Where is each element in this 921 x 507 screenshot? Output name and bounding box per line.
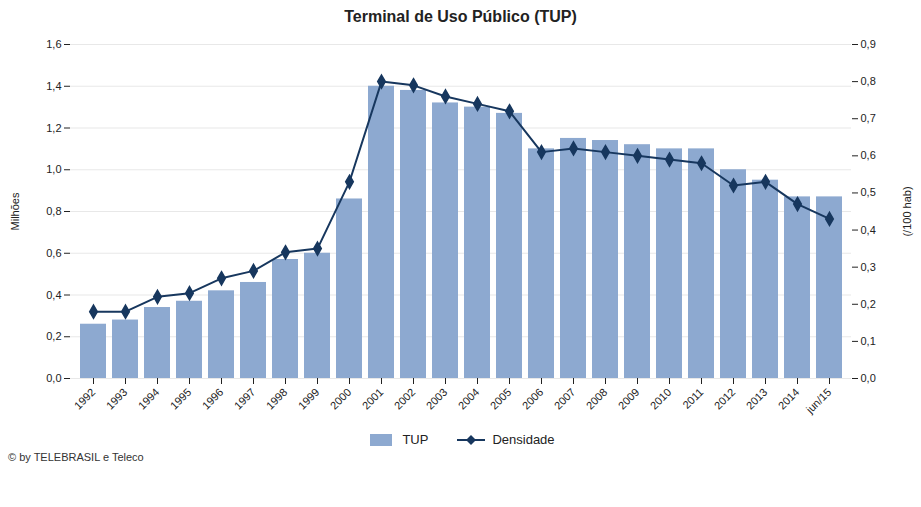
svg-text:0,6: 0,6: [46, 247, 61, 259]
svg-text:0,2: 0,2: [46, 330, 61, 342]
svg-text:2012: 2012: [712, 386, 738, 412]
svg-text:0,2: 0,2: [861, 298, 876, 310]
svg-text:0,8: 0,8: [46, 205, 61, 217]
svg-text:1,4: 1,4: [46, 80, 61, 92]
svg-text:2005: 2005: [488, 386, 514, 412]
html-text:Terminal de Uso Público (TUP): Terminal de Uso Público (TUP): [344, 8, 577, 25]
svg-text:(/100 hab): (/100 hab): [901, 186, 913, 236]
svg-text:2003: 2003: [424, 386, 450, 412]
svg-text:1998: 1998: [264, 386, 290, 412]
svg-text:0,5: 0,5: [861, 186, 876, 198]
svg-text:0,0: 0,0: [861, 372, 876, 384]
svg-text:2011: 2011: [680, 386, 705, 411]
svg-text:1993: 1993: [104, 386, 130, 412]
svg-text:1995: 1995: [168, 386, 194, 412]
svg-text:2013: 2013: [744, 386, 770, 412]
svg-text:2004: 2004: [456, 386, 482, 412]
svg-text:0,0: 0,0: [46, 372, 61, 384]
svg-text:0,3: 0,3: [861, 261, 876, 273]
svg-text:0,6: 0,6: [861, 149, 876, 161]
svg-text:0,1: 0,1: [861, 335, 876, 347]
svg-text:2007: 2007: [552, 386, 578, 412]
svg-text:2000: 2000: [328, 386, 354, 412]
svg-text:1999: 1999: [296, 386, 322, 412]
svg-text:1,2: 1,2: [46, 122, 61, 134]
svg-text:2010: 2010: [648, 386, 674, 412]
html-text:© by TELEBRASIL e Teleco: © by TELEBRASIL e Teleco: [8, 451, 144, 463]
svg-text:0,8: 0,8: [861, 75, 876, 87]
svg-text:2002: 2002: [392, 386, 418, 412]
svg-text:2014: 2014: [776, 386, 802, 412]
svg-text:1996: 1996: [200, 386, 226, 412]
svg-text:2006: 2006: [520, 386, 546, 412]
html-text:Densidade: Densidade: [492, 432, 555, 447]
svg-text:1,6: 1,6: [46, 38, 61, 50]
svg-text:0,4: 0,4: [46, 289, 61, 301]
svg-text:1997: 1997: [232, 386, 258, 412]
svg-text:Milhões: Milhões: [9, 192, 21, 230]
svg-text:jun/15: jun/15: [803, 386, 833, 416]
svg-text:0,7: 0,7: [861, 112, 876, 124]
svg-text:2009: 2009: [616, 386, 642, 412]
svg-text:1994: 1994: [136, 386, 162, 412]
svg-text:0,4: 0,4: [861, 224, 876, 236]
svg-text:2008: 2008: [584, 386, 610, 412]
svg-text:2001: 2001: [360, 386, 386, 412]
svg-text:1,0: 1,0: [46, 163, 61, 175]
svg-text:0,9: 0,9: [861, 38, 876, 50]
html-text:TUP: TUP: [402, 432, 429, 447]
svg-text:1992: 1992: [72, 386, 98, 412]
